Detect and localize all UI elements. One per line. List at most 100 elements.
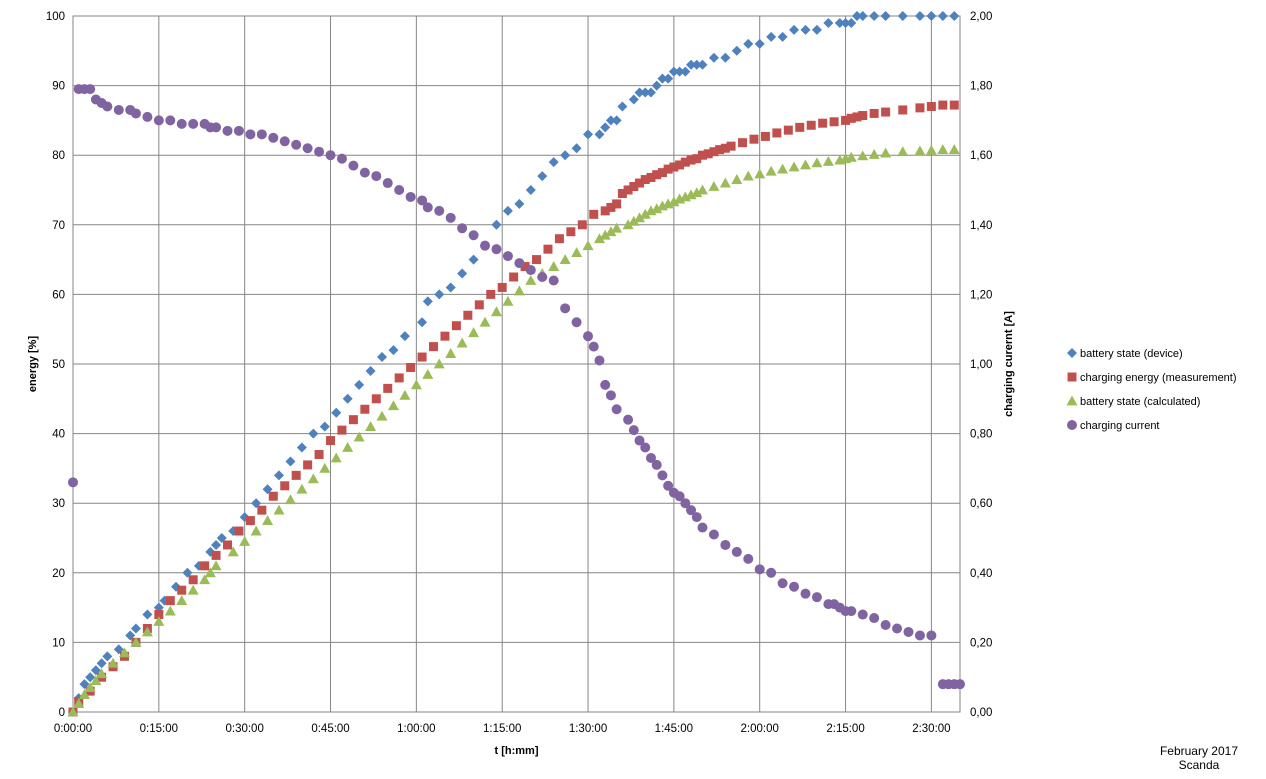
data-point — [330, 452, 342, 463]
x-tick-label: 1:15:00 — [483, 723, 521, 735]
data-point — [141, 626, 153, 637]
data-point — [754, 38, 765, 49]
data-point — [731, 174, 743, 184]
data-point — [223, 540, 233, 550]
y2-axis-title: charging curernt [A] — [1003, 311, 1015, 417]
data-point — [451, 321, 461, 331]
data-point — [291, 470, 301, 480]
data-point — [640, 175, 650, 185]
data-point — [766, 31, 777, 42]
y-tick-label: 60 — [52, 289, 65, 301]
data-point — [176, 118, 187, 129]
data-point — [765, 165, 777, 176]
data-point — [938, 100, 948, 110]
data-point — [296, 483, 308, 494]
data-point — [760, 131, 770, 141]
data-point — [657, 168, 667, 178]
legend-marker — [1067, 420, 1077, 430]
legend-marker — [1067, 348, 1077, 358]
data-point — [743, 38, 754, 49]
data-point — [399, 331, 410, 342]
data-point — [314, 449, 324, 459]
data-point — [617, 101, 628, 112]
data-point — [479, 316, 491, 327]
footnote-author: Scanda — [1178, 758, 1220, 772]
data-point — [164, 605, 176, 616]
data-point — [640, 442, 651, 453]
x-tick-label: 0:30:00 — [225, 723, 263, 735]
data-point — [433, 358, 445, 369]
x-axis-title: t [h:mm] — [495, 745, 539, 757]
data-point — [188, 575, 198, 585]
x-tick-label: 1:45:00 — [655, 723, 693, 735]
data-point — [532, 255, 542, 265]
data-point — [417, 317, 428, 328]
data-point — [371, 171, 382, 182]
data-point — [107, 657, 119, 668]
data-point — [914, 630, 925, 641]
data-point — [811, 592, 822, 603]
series-3 — [68, 84, 965, 690]
data-point — [102, 651, 113, 662]
data-point — [410, 379, 422, 390]
data-point — [456, 337, 468, 348]
data-point — [284, 494, 296, 505]
data-point — [846, 606, 857, 617]
data-point — [857, 11, 868, 21]
data-point — [686, 155, 696, 165]
data-point — [777, 163, 789, 174]
data-point — [834, 17, 845, 28]
data-point — [799, 159, 811, 170]
x-tick-label: 0:15:00 — [140, 723, 178, 735]
y-tick-label: 40 — [52, 429, 65, 441]
data-point — [800, 588, 811, 599]
data-point — [811, 24, 822, 35]
data-point — [823, 17, 834, 28]
data-point — [868, 149, 880, 159]
data-point — [611, 222, 623, 233]
y-tick-label: 80 — [52, 150, 65, 162]
data-point — [326, 436, 336, 446]
data-point — [789, 24, 800, 35]
y2-tick-label: 1,40 — [970, 220, 992, 232]
data-point — [245, 129, 256, 140]
y-tick-label: 100 — [46, 11, 65, 23]
data-point — [623, 414, 634, 425]
data-point — [605, 390, 616, 401]
y-tick-label: 50 — [52, 359, 65, 371]
data-point — [514, 198, 525, 209]
data-point — [525, 274, 537, 285]
data-point — [851, 11, 862, 21]
data-point — [502, 295, 514, 306]
y-axis-ticks: 0 10 20 30 40 50 60 70 80 90 100 — [46, 11, 65, 719]
data-point — [211, 539, 222, 550]
data-point — [394, 185, 405, 195]
data-point — [612, 199, 622, 209]
data-point — [387, 400, 399, 411]
data-point — [291, 139, 302, 150]
data-point — [715, 145, 725, 155]
data-point — [697, 59, 708, 70]
series-0 — [68, 11, 960, 717]
data-point — [497, 282, 507, 292]
data-point — [599, 229, 611, 240]
data-point — [399, 389, 411, 400]
data-point — [85, 672, 96, 683]
y-tick-label: 70 — [52, 220, 65, 232]
data-point — [588, 341, 599, 352]
legend-label: battery state (calculated) — [1080, 396, 1200, 408]
data-point — [130, 623, 141, 634]
data-point — [307, 473, 319, 484]
y2-tick-label: 2,00 — [970, 11, 992, 23]
legend-marker — [1066, 395, 1078, 406]
data-point — [211, 550, 221, 560]
data-point — [914, 145, 926, 156]
data-point — [67, 706, 79, 717]
legend-label: charging current — [1080, 420, 1160, 432]
x-tick-label: 2:30:00 — [912, 723, 950, 735]
data-point — [806, 120, 816, 130]
data-point — [187, 584, 199, 595]
data-point — [417, 352, 427, 362]
data-point — [628, 215, 640, 226]
